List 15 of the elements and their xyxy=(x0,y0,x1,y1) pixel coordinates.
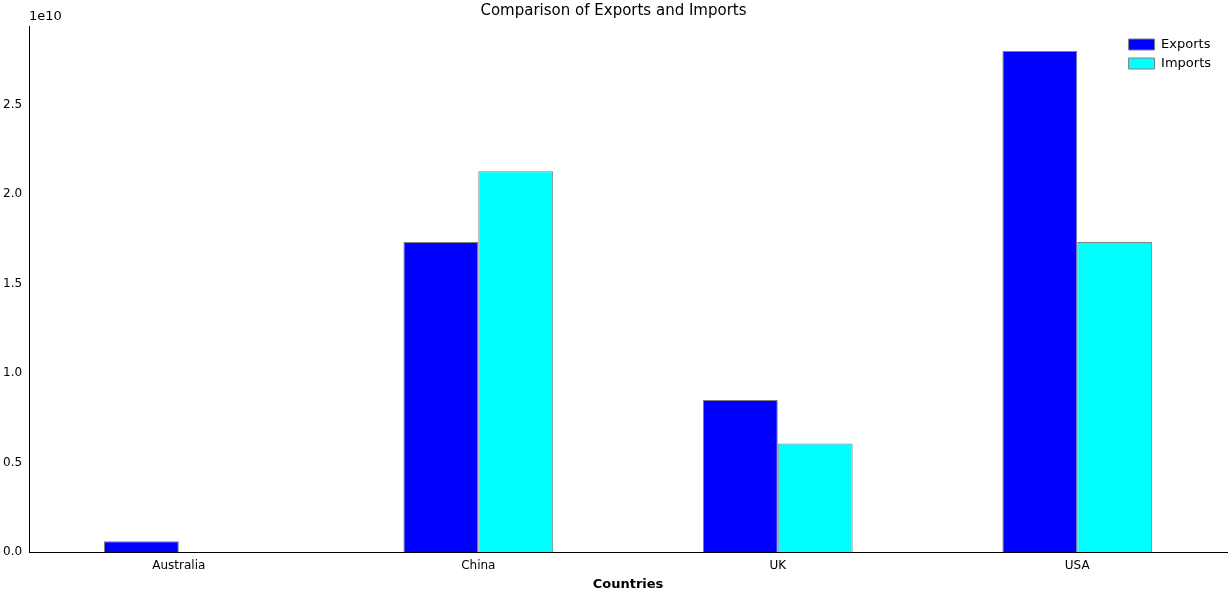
legend-label: Imports xyxy=(1161,54,1212,70)
y-tick-label: 1.5 xyxy=(2,275,23,290)
legend-label: Exports xyxy=(1161,35,1211,51)
y-tick-label: 2.0 xyxy=(2,186,23,201)
y-tick-label: 0.5 xyxy=(2,454,23,469)
x-tick-label: Australia xyxy=(152,558,206,573)
x-tick-label: UK xyxy=(769,558,788,573)
x-tick-label: USA xyxy=(1064,558,1091,573)
text: 1e10 xyxy=(29,7,62,23)
x-tick-label: China xyxy=(461,558,496,573)
y-tick-label: 1.0 xyxy=(2,365,23,380)
y-tick-label: 0.0 xyxy=(2,544,23,559)
y-tick-label: 2.5 xyxy=(2,96,23,111)
chart-title: Comparison of Exports and Imports xyxy=(480,0,747,19)
x-axis-title: Countries xyxy=(592,575,664,591)
